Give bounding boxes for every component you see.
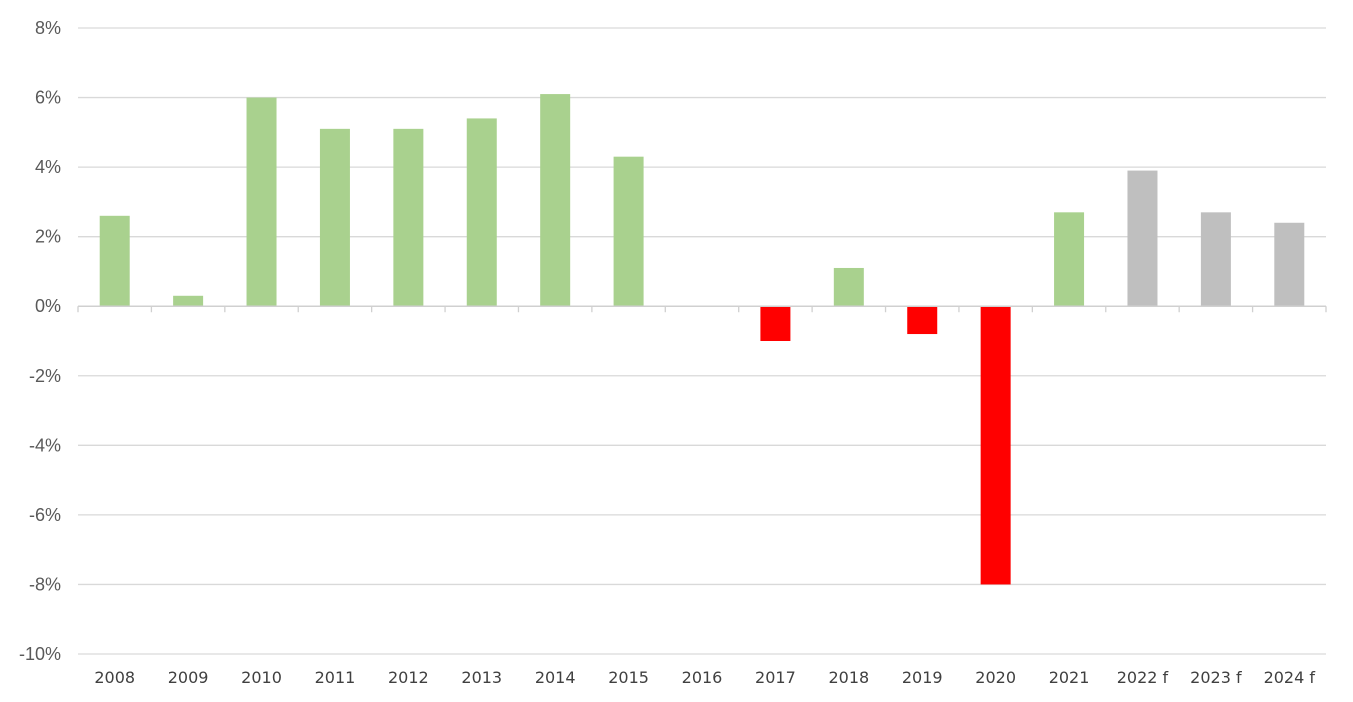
- y-tick-label: -6%: [29, 505, 61, 525]
- x-tick-label: 2011: [315, 668, 356, 687]
- bar-2010: [246, 97, 277, 307]
- bar-2013: [466, 118, 497, 307]
- bar-2017: [760, 306, 791, 341]
- x-axis-labels: 2008 2009 2010 2011 2012 2013 2014 2015 2016 2017…: [94, 668, 1315, 687]
- bar-2018: [833, 267, 864, 307]
- y-tick-label: 4%: [35, 157, 61, 177]
- y-tick-label: -10%: [19, 644, 61, 664]
- x-tick-label: 2015: [608, 668, 649, 687]
- x-tick-label: 2009: [168, 668, 209, 687]
- y-tick-label: -4%: [29, 435, 61, 455]
- y-tick-label: 0%: [35, 296, 61, 316]
- bar-2020: [980, 306, 1011, 585]
- x-tick-label: 2017: [755, 668, 796, 687]
- y-tick-label: 8%: [35, 18, 61, 38]
- y-tick-label: 2%: [35, 227, 61, 247]
- x-tick-label: 2012: [388, 668, 429, 687]
- y-axis-labels: 8% 6% 4% 2% 0% -2% -4% -6% -8% -10%: [19, 18, 61, 664]
- bar-2011: [319, 128, 350, 307]
- bar-2024-f: [1274, 222, 1305, 307]
- bar-2022-f: [1127, 170, 1158, 307]
- x-tick-label: 2019: [902, 668, 943, 687]
- bar-2019: [907, 306, 938, 335]
- y-tick-label: -2%: [29, 366, 61, 386]
- x-tick-label: 2018: [828, 668, 869, 687]
- bar-2009: [173, 295, 204, 307]
- bar-2021: [1054, 212, 1085, 307]
- x-tick-label: 2024 f: [1264, 668, 1316, 687]
- x-tick-label: 2013: [461, 668, 502, 687]
- gridlines: [78, 27, 1326, 655]
- bar-2014: [540, 94, 571, 307]
- bar-2012: [393, 128, 424, 307]
- x-tick-label: 2010: [241, 668, 282, 687]
- x-tick-label: 2021: [1049, 668, 1090, 687]
- x-tick-label: 2016: [682, 668, 723, 687]
- bar-2008: [99, 215, 130, 307]
- bars: [99, 94, 1305, 585]
- y-tick-label: -8%: [29, 574, 61, 594]
- bar-2015: [613, 156, 644, 307]
- y-tick-label: 6%: [35, 88, 61, 108]
- x-tick-label: 2023 f: [1190, 668, 1242, 687]
- x-tick-label: 2022 f: [1117, 668, 1169, 687]
- x-tick-label: 2020: [975, 668, 1016, 687]
- x-axis: [77, 305, 1327, 313]
- bar-2023-f: [1200, 212, 1231, 307]
- x-tick-label: 2014: [535, 668, 576, 687]
- x-tick-label: 2008: [94, 668, 135, 687]
